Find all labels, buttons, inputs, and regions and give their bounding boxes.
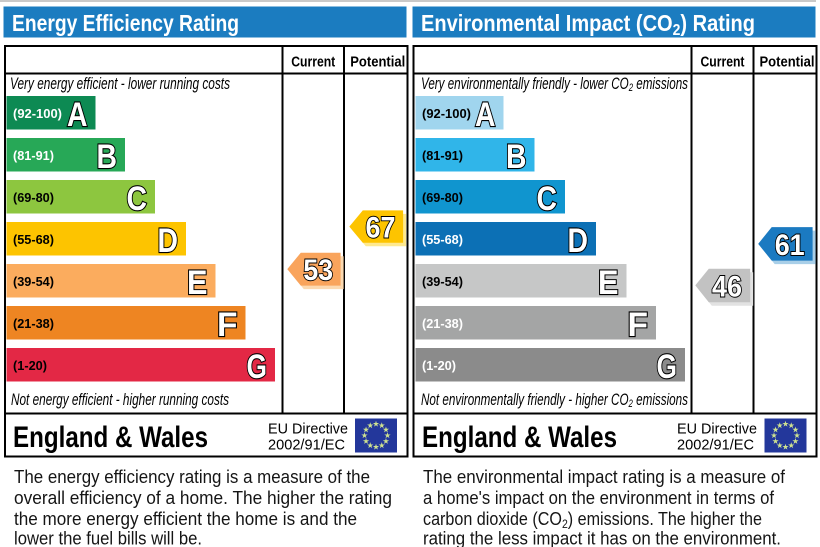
svg-text:D: D xyxy=(568,222,589,260)
svg-text:E: E xyxy=(187,264,208,302)
svg-text:lower the fuel bills will be.: lower the fuel bills will be. xyxy=(14,528,202,547)
svg-text:EU Directive: EU Directive xyxy=(677,421,757,438)
svg-text:Current: Current xyxy=(701,55,745,71)
svg-text:B: B xyxy=(506,138,527,176)
svg-text:(92-100): (92-100) xyxy=(422,106,471,121)
svg-text:F: F xyxy=(628,306,649,344)
svg-text:A: A xyxy=(475,96,496,134)
svg-text:Current: Current xyxy=(291,55,335,71)
svg-text:G: G xyxy=(247,348,268,386)
svg-text:overall efficiency of a home.: overall efficiency of a home. The higher… xyxy=(14,487,392,508)
svg-text:(69-80): (69-80) xyxy=(13,190,54,205)
svg-text:(81-91): (81-91) xyxy=(13,148,54,163)
svg-text:The energy efficiency rating i: The energy efficiency rating is a measur… xyxy=(14,466,370,487)
svg-text:the more energy efficient the: the more energy efficient the home is an… xyxy=(14,508,357,529)
svg-text:England & Wales: England & Wales xyxy=(422,421,617,454)
svg-text:Potential: Potential xyxy=(760,55,815,71)
svg-text:(21-38): (21-38) xyxy=(422,316,463,331)
svg-text:(1-20): (1-20) xyxy=(422,358,456,373)
svg-text:England & Wales: England & Wales xyxy=(13,421,208,454)
svg-text:carbon dioxide (CO2) emissions: carbon dioxide (CO2) emissions. The high… xyxy=(423,508,762,531)
svg-text:(81-91): (81-91) xyxy=(422,148,463,163)
svg-text:Very energy efficient - lower: Very energy efficient - lower running co… xyxy=(10,75,230,93)
svg-text:F: F xyxy=(217,306,238,344)
svg-text:The environmental impact ratin: The environmental impact rating is a mea… xyxy=(423,466,786,487)
svg-text:67: 67 xyxy=(366,212,396,245)
svg-text:(55-68): (55-68) xyxy=(13,232,54,247)
svg-text:C: C xyxy=(127,180,148,218)
svg-text:(92-100): (92-100) xyxy=(13,106,62,121)
svg-text:B: B xyxy=(97,138,118,176)
svg-text:Energy Efficiency Rating: Energy Efficiency Rating xyxy=(12,10,239,36)
svg-text:G: G xyxy=(657,348,678,386)
svg-text:Not environmentally friendly -: Not environmentally friendly - higher CO… xyxy=(421,391,688,410)
svg-text:2002/91/EC: 2002/91/EC xyxy=(268,437,345,454)
svg-text:2002/91/EC: 2002/91/EC xyxy=(677,437,754,454)
svg-text:C: C xyxy=(537,180,558,218)
svg-text:E: E xyxy=(598,264,619,302)
svg-text:a home's impact on the environ: a home's impact on the environment in te… xyxy=(423,487,775,508)
svg-text:Environmental Impact (CO2) Rat: Environmental Impact (CO2) Rating xyxy=(421,10,755,39)
svg-text:(21-38): (21-38) xyxy=(13,316,54,331)
svg-text:61: 61 xyxy=(775,229,805,262)
svg-text:(69-80): (69-80) xyxy=(422,190,463,205)
svg-text:A: A xyxy=(67,96,88,134)
svg-text:(1-20): (1-20) xyxy=(13,358,47,373)
svg-text:53: 53 xyxy=(303,254,333,287)
svg-text:D: D xyxy=(158,222,179,260)
svg-text:(39-54): (39-54) xyxy=(422,274,463,289)
svg-text:rating the less impact it has: rating the less impact it has on the env… xyxy=(423,528,781,547)
svg-text:(39-54): (39-54) xyxy=(13,274,54,289)
svg-text:(55-68): (55-68) xyxy=(422,232,463,247)
svg-text:Not energy efficient - higher: Not energy efficient - higher running co… xyxy=(11,391,229,409)
svg-text:Potential: Potential xyxy=(350,55,405,71)
svg-text:EU Directive: EU Directive xyxy=(268,421,348,438)
svg-text:46: 46 xyxy=(712,270,742,303)
svg-text:Very environmentally friendly: Very environmentally friendly - lower CO… xyxy=(421,75,688,94)
